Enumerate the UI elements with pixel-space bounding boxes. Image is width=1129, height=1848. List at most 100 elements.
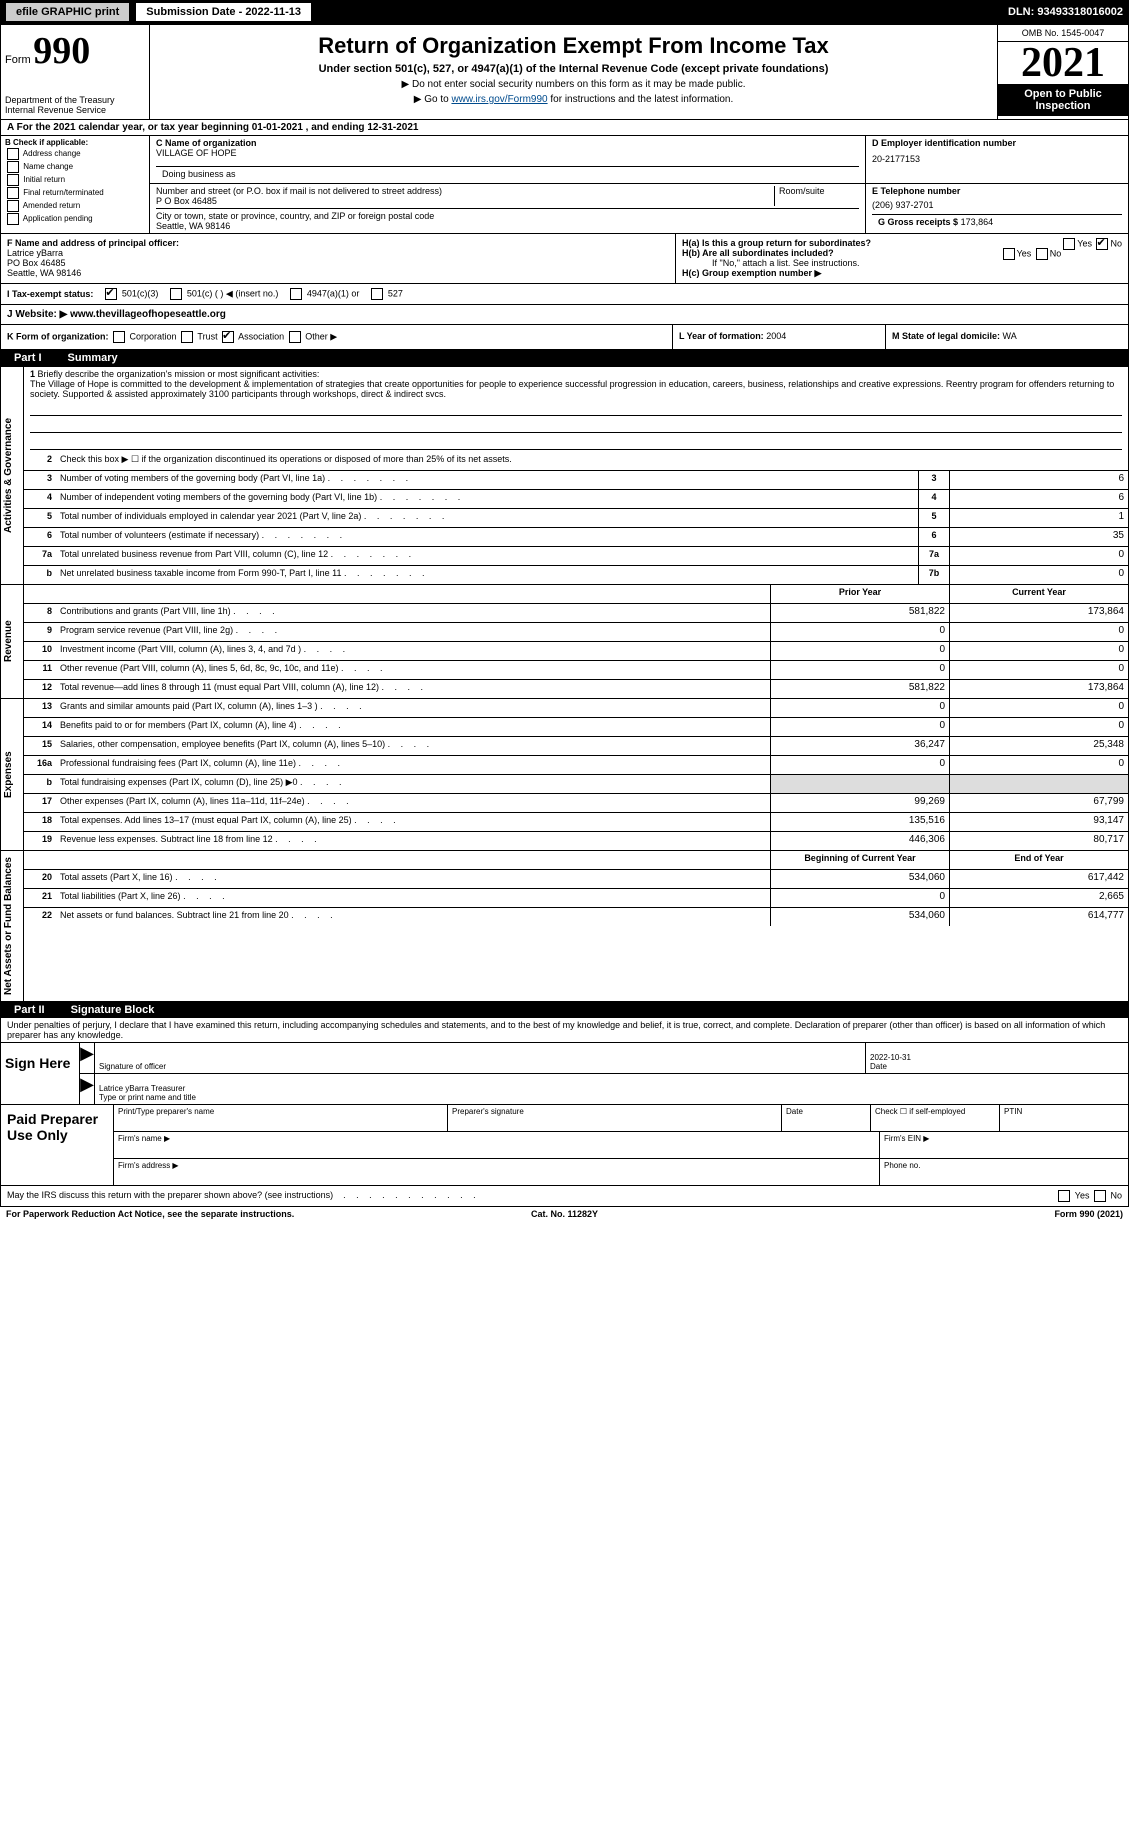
col-h-group: H(a) Is this a group return for subordin…	[676, 234, 1128, 283]
year-formation: 2004	[766, 331, 786, 341]
line-box: 4	[918, 490, 949, 508]
discuss-text: May the IRS discuss this return with the…	[7, 1190, 333, 1202]
line-num: 13	[24, 699, 56, 717]
prior-val: 0	[770, 699, 949, 717]
gross-label: G Gross receipts $	[878, 217, 958, 227]
prior-val: 0	[770, 623, 949, 641]
summary-bal: Net Assets or Fund Balances Beginning of…	[0, 851, 1129, 1002]
sig-officer-label: Signature of officer	[99, 1062, 861, 1071]
vert-exp: Expenses	[1, 699, 24, 850]
part2-title: Signature Block	[71, 1004, 155, 1016]
sign-block: Sign Here ▶ Signature of officer 2022-10…	[0, 1043, 1129, 1105]
vert-bal: Net Assets or Fund Balances	[1, 851, 24, 1001]
opt-4947: 4947(a)(1) or	[307, 288, 360, 298]
paid-preparer-label: Paid Preparer Use Only	[1, 1105, 114, 1185]
table-row: 18 Total expenses. Add lines 13–17 (must…	[24, 813, 1128, 832]
table-row: 19 Revenue less expenses. Subtract line …	[24, 832, 1128, 850]
arrow-icon: ▶	[80, 1043, 94, 1073]
table-row: b Net unrelated business taxable income …	[24, 566, 1128, 584]
prior-val: 0	[770, 718, 949, 736]
part1-label: Part I	[8, 352, 48, 364]
line-text: Net assets or fund balances. Subtract li…	[56, 908, 770, 926]
line-box: 3	[918, 471, 949, 489]
hb-no: No	[1050, 248, 1062, 258]
col-b-checkboxes: B Check if applicable: Address change Na…	[1, 136, 150, 233]
year-formation-label: L Year of formation:	[679, 331, 764, 341]
gross-receipts: G Gross receipts $ 173,864	[872, 214, 1122, 229]
officer-label: F Name and address of principal officer:	[7, 238, 179, 248]
mission-label: Briefly describe the organization's miss…	[38, 369, 320, 379]
table-row: 21 Total liabilities (Part X, line 26) .…	[24, 889, 1128, 908]
dots: . . . . . . . . . . .	[333, 1190, 1056, 1202]
dln: DLN: 93493318016002	[1008, 6, 1123, 18]
chk-final-return[interactable]: Final return/terminated	[5, 187, 145, 199]
prior-val: 581,822	[770, 604, 949, 622]
row-fh: F Name and address of principal officer:…	[0, 234, 1129, 284]
current-year-header: Current Year	[949, 585, 1128, 603]
line-num: 10	[24, 642, 56, 660]
current-val: 173,864	[949, 604, 1128, 622]
footer-center: Cat. No. 11282Y	[378, 1209, 750, 1219]
current-val: 0	[949, 699, 1128, 717]
org-name-label: C Name of organization	[156, 138, 859, 148]
part-1-header: Part I Summary	[0, 350, 1129, 366]
prior-val: 446,306	[770, 832, 949, 850]
form-subtitle: Under section 501(c), 527, or 4947(a)(1)…	[154, 63, 993, 75]
gross-value: 173,864	[961, 217, 994, 227]
current-val: 0	[949, 661, 1128, 679]
header-right: OMB No. 1545-0047 2021 Open to Public In…	[997, 25, 1128, 119]
ha-yes: Yes	[1077, 238, 1092, 248]
prep-name: Print/Type preparer's name	[114, 1105, 447, 1131]
line-text: Grants and similar amounts paid (Part IX…	[56, 699, 770, 717]
table-row: 15 Salaries, other compensation, employe…	[24, 737, 1128, 756]
line-num: 17	[24, 794, 56, 812]
sig-date-label: Date	[870, 1062, 1124, 1071]
chk-name-change[interactable]: Name change	[5, 161, 145, 173]
current-val: 173,864	[949, 680, 1128, 698]
opt-trust: Trust	[197, 331, 217, 341]
prior-val: 36,247	[770, 737, 949, 755]
form-title: Return of Organization Exempt From Incom…	[154, 33, 993, 59]
table-row: 14 Benefits paid to or for members (Part…	[24, 718, 1128, 737]
line-text: Total unrelated business revenue from Pa…	[56, 547, 918, 565]
line-val: 6	[949, 471, 1128, 489]
prep-sig: Preparer's signature	[447, 1105, 781, 1131]
line-text: Total assets (Part X, line 16) . . . .	[56, 870, 770, 888]
line-box: 6	[918, 528, 949, 546]
website-value: www.thevillageofhopeseattle.org	[70, 309, 226, 320]
line-text: Number of voting members of the governin…	[56, 471, 918, 489]
line-val: 0	[949, 547, 1128, 565]
part2-label: Part II	[8, 1004, 51, 1016]
hb-label: H(b) Are all subordinates included?	[682, 248, 834, 258]
form-note2: ▶ Go to www.irs.gov/Form990 for instruct…	[154, 94, 993, 105]
chk-initial-return[interactable]: Initial return	[5, 174, 145, 186]
summary-exp: Expenses 13 Grants and similar amounts p…	[0, 699, 1129, 851]
vert-rev: Revenue	[1, 585, 24, 698]
chk-application-pending[interactable]: Application pending	[5, 213, 145, 225]
part-2-header: Part II Signature Block	[0, 1002, 1129, 1018]
chk-amended[interactable]: Amended return	[5, 200, 145, 212]
summary-gov: Activities & Governance 1 Briefly descri…	[0, 366, 1129, 585]
line-box: 7b	[918, 566, 949, 584]
current-val: 67,799	[949, 794, 1128, 812]
line-text: Other expenses (Part IX, column (A), lin…	[56, 794, 770, 812]
line-num: b	[24, 566, 56, 584]
line-text: Total expenses. Add lines 13–17 (must eq…	[56, 813, 770, 831]
chk-address-change[interactable]: Address change	[5, 148, 145, 160]
irs-link[interactable]: www.irs.gov/Form990	[451, 94, 547, 105]
col-f-officer: F Name and address of principal officer:…	[1, 234, 676, 283]
city-value: Seattle, WA 98146	[156, 221, 859, 231]
line-num: 21	[24, 889, 56, 907]
prior-val: 581,822	[770, 680, 949, 698]
prior-val	[770, 775, 949, 793]
line-num: b	[24, 775, 56, 793]
row-k: K Form of organization: Corporation Trus…	[0, 325, 1129, 350]
table-row: 3 Number of voting members of the govern…	[24, 471, 1128, 490]
prior-val: 0	[770, 661, 949, 679]
firm-name: Firm's name ▶	[114, 1132, 879, 1158]
col-e: E Telephone number (206) 937-2701 G Gros…	[865, 184, 1128, 233]
line-num: 14	[24, 718, 56, 736]
line-text: Net unrelated business taxable income fr…	[56, 566, 918, 584]
current-val: 93,147	[949, 813, 1128, 831]
officer-addr1: PO Box 46485	[7, 258, 66, 268]
